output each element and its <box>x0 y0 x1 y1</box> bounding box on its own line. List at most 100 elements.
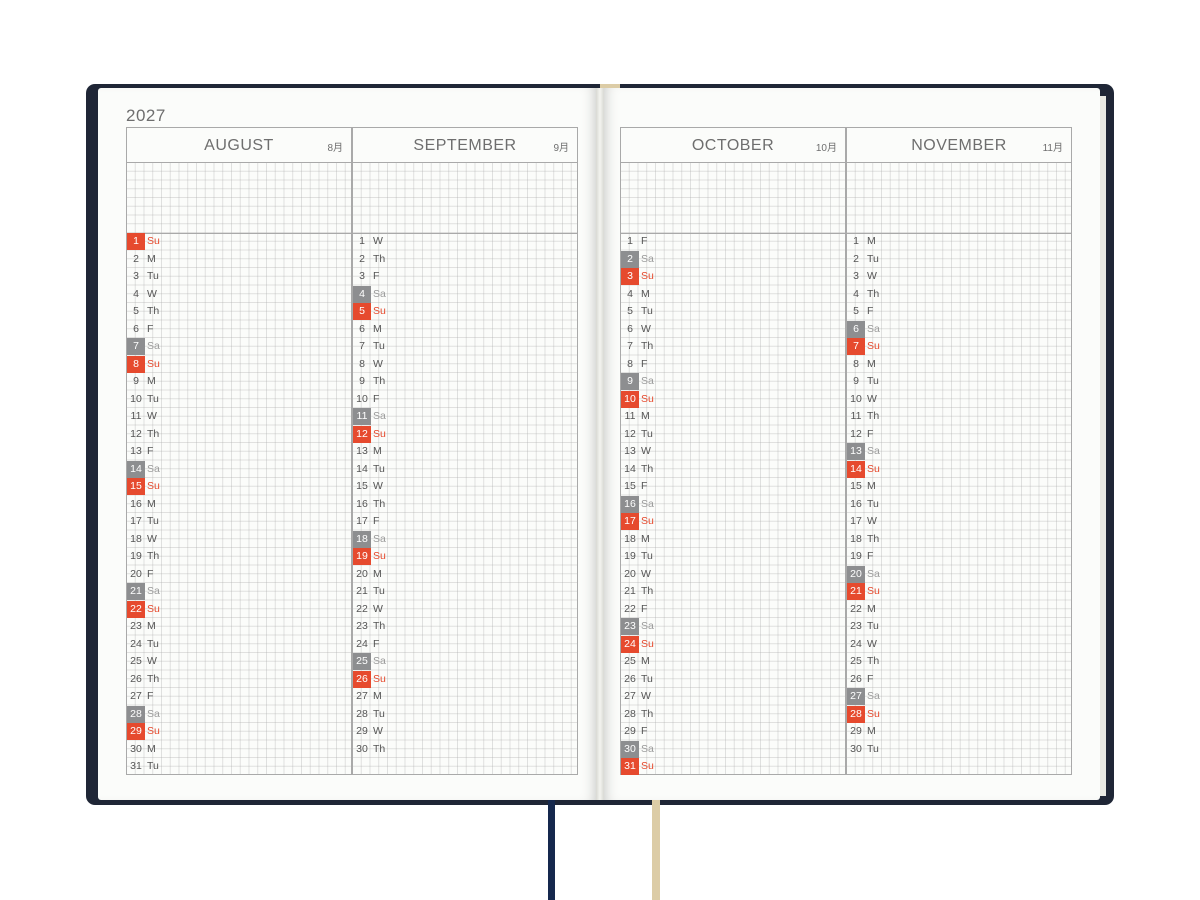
day-number: 19 <box>130 550 142 562</box>
weekday-label: W <box>641 690 651 702</box>
weekday-label: Th <box>147 427 160 440</box>
weekday-label: Su <box>867 585 880 597</box>
day-list: 1 F 2 Sa 3 Su 4 M 5 Tu 6 W 7 Th 8 F 9 Sa 10 Su 11 M 12 Tu 13 W 14 T… <box>621 233 845 776</box>
day-number: 24 <box>621 635 639 653</box>
day-row: 31 Su <box>621 758 845 776</box>
day-row: 13 M <box>353 443 577 461</box>
day-number: 3 <box>621 268 639 285</box>
weekday-label: Th <box>147 305 160 317</box>
weekday-label: Tu <box>373 585 385 597</box>
day-number: 26 <box>624 672 636 685</box>
weekday-label: Th <box>641 707 654 720</box>
day-row: 2 Tu <box>847 251 1071 269</box>
day-number: 10 <box>850 392 862 405</box>
day-row: 8 Su <box>127 355 351 374</box>
weekday-label: F <box>641 602 648 615</box>
day-number: 16 <box>850 497 862 510</box>
month-header: SEPTEMBER 9月 <box>353 128 577 163</box>
weekday-label: Tu <box>641 672 653 685</box>
day-row: 7 Su <box>847 338 1071 356</box>
day-row: 5 Th <box>127 303 351 321</box>
day-row: 7 Th <box>621 338 845 356</box>
weekday-label: Th <box>641 340 654 352</box>
weekday-label: M <box>641 532 650 545</box>
ribbon-bookmark-navy <box>548 800 555 900</box>
weekday-label: Tu <box>147 760 159 772</box>
day-row: 11 Th <box>847 408 1071 426</box>
weekday-label: Su <box>373 672 386 685</box>
day-number: 14 <box>127 460 145 478</box>
day-row: 26 Th <box>127 671 351 689</box>
day-row: 19 Tu <box>621 548 845 566</box>
day-number: 21 <box>847 583 865 600</box>
day-number: 5 <box>133 305 139 317</box>
weekday-label: Tu <box>867 620 879 632</box>
day-number: 2 <box>621 250 639 268</box>
weekday-label: Sa <box>641 252 654 265</box>
day-row: 18 W <box>127 531 351 549</box>
weekday-label: M <box>867 725 876 737</box>
day-row: 10 F <box>353 391 577 409</box>
weekday-label: F <box>373 270 380 282</box>
day-number: 16 <box>621 495 639 513</box>
day-number: 17 <box>356 515 368 527</box>
day-number: 16 <box>130 497 142 510</box>
weekday-label: Su <box>147 357 160 370</box>
weekday-label: M <box>147 497 156 510</box>
day-number: 5 <box>853 305 859 317</box>
day-number: 25 <box>850 655 862 667</box>
day-number: 20 <box>130 567 142 580</box>
weekday-label: Su <box>641 392 654 405</box>
day-number: 26 <box>353 670 371 688</box>
day-number: 16 <box>356 497 368 510</box>
day-row: 3 Su <box>621 268 845 286</box>
day-list: 1 M 2 Tu 3 W 4 Th 5 F 6 Sa 7 Su 8 M 9 Tu 10 W 11 Th 12 F 13 Sa 14 S… <box>847 233 1071 758</box>
weekday-label: F <box>147 690 154 702</box>
day-row: 20 Sa <box>847 565 1071 584</box>
weekday-label: M <box>147 742 156 755</box>
day-number: 24 <box>130 637 142 650</box>
day-number: 29 <box>850 725 862 737</box>
day-number: 12 <box>850 427 862 440</box>
ribbon-top <box>600 84 620 90</box>
day-number: 24 <box>356 637 368 650</box>
day-row: 2 Th <box>353 251 577 269</box>
day-row: 3 Tu <box>127 268 351 286</box>
day-row: 14 Tu <box>353 461 577 479</box>
day-number: 12 <box>130 427 142 440</box>
day-number: 21 <box>127 583 145 600</box>
weekday-label: Th <box>147 550 160 562</box>
weekday-label: Sa <box>641 375 654 387</box>
page-edge <box>1100 96 1106 796</box>
month-name: AUGUST <box>204 137 274 154</box>
weekday-label: F <box>867 672 874 685</box>
day-number: 30 <box>130 742 142 755</box>
day-row: 18 Th <box>847 531 1071 549</box>
day-number: 19 <box>353 548 371 565</box>
month-jp: 9月 <box>553 143 569 154</box>
weekday-label: M <box>373 445 382 457</box>
day-list: 1 W 2 Th 3 F 4 Sa 5 Su 6 M 7 Tu 8 W 9 Th 10 F 11 Sa 12 Su 13 M 14 T… <box>353 233 577 758</box>
day-number: 12 <box>624 427 636 440</box>
weekday-label: Sa <box>373 410 386 422</box>
day-row: 5 Tu <box>621 303 845 321</box>
month-name: NOVEMBER <box>911 137 1007 154</box>
weekday-label: Sa <box>147 707 160 720</box>
page-fold <box>596 88 604 800</box>
weekday-label: Su <box>147 235 160 247</box>
day-row: 25 M <box>621 653 845 671</box>
day-number: 28 <box>624 707 636 720</box>
weekday-label: Sa <box>641 742 654 755</box>
weekday-label: Tu <box>867 375 879 387</box>
weekday-label: Tu <box>641 427 653 440</box>
weekday-label: W <box>373 357 383 370</box>
day-row: 17 Su <box>621 513 845 531</box>
month-notes-area <box>621 162 845 234</box>
day-number: 20 <box>624 567 636 580</box>
day-number: 18 <box>130 532 142 545</box>
day-number: 15 <box>356 480 368 492</box>
weekday-label: Su <box>641 515 654 527</box>
